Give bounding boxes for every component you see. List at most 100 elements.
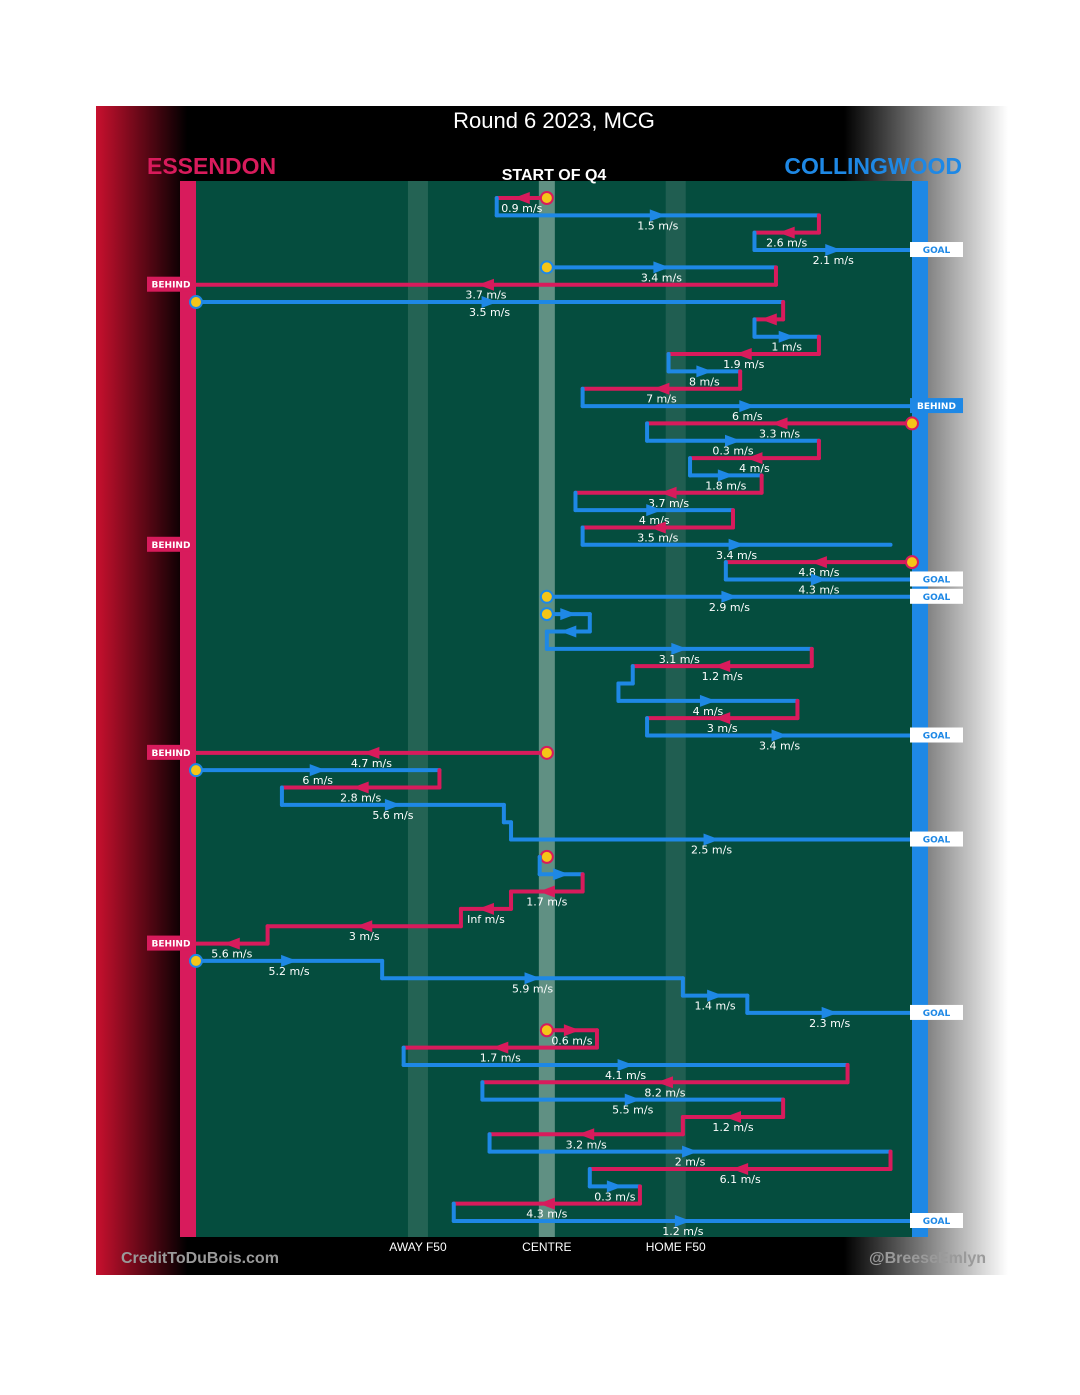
left-goal-line xyxy=(180,181,196,1237)
chain: 1.8 m/s xyxy=(688,456,764,492)
ball-marker xyxy=(905,416,919,431)
chain: 4.8 m/s xyxy=(723,555,919,579)
speed-label: 2 m/s xyxy=(675,1156,706,1169)
chain-arrow xyxy=(671,642,688,655)
chain-arrow xyxy=(653,382,670,395)
ball-marker xyxy=(539,607,554,622)
chain: 0.3 m/s xyxy=(587,1166,642,1203)
chain-arrow xyxy=(739,400,756,413)
x-tick-label: HOME F50 xyxy=(646,1240,706,1254)
chain-arrow xyxy=(384,798,401,811)
speed-label: 4.3 m/s xyxy=(798,583,839,596)
chain-arrow xyxy=(660,486,677,499)
chain: 3.7 m/s BEHIND xyxy=(147,265,778,302)
chain-arrow xyxy=(363,746,380,759)
away-f50-band xyxy=(407,181,428,1237)
chart-title: Round 6 2023, MCG xyxy=(453,108,655,133)
chain-arrow xyxy=(624,1093,641,1106)
speed-label: 7 m/s xyxy=(646,393,677,406)
field-lines xyxy=(180,181,928,1237)
speed-label: 1.2 m/s xyxy=(702,670,743,683)
chain-arrow xyxy=(481,296,498,309)
left-team-label: ESSENDON xyxy=(147,153,276,179)
speed-label: 1.7 m/s xyxy=(526,896,567,909)
result-label: GOAL xyxy=(923,836,951,846)
chain: 3 m/s xyxy=(645,698,800,735)
chain: 4.3 m/s xyxy=(451,1184,642,1221)
speed-label: 4.1 m/s xyxy=(605,1069,646,1082)
speed-label: 5.6 m/s xyxy=(372,809,413,822)
chain: 3.1 m/s xyxy=(544,629,814,666)
result-label: BEHIND xyxy=(152,281,191,291)
chain-arrow xyxy=(810,573,827,586)
chain-arrow xyxy=(560,625,577,638)
chain-arrow xyxy=(649,209,666,222)
chain-arrow xyxy=(563,1024,580,1037)
result-tag xyxy=(910,1004,963,1020)
credit-right: @BreeseEmlyn xyxy=(869,1250,986,1267)
speed-label: 3 m/s xyxy=(349,930,380,943)
chain xyxy=(539,607,592,622)
chain-arrow xyxy=(760,313,777,326)
speed-label: 8 m/s xyxy=(689,375,720,388)
chain-arrow xyxy=(699,694,716,707)
chain-arrow xyxy=(617,1058,634,1071)
chain: 3.4 m/s GOAL xyxy=(645,716,963,753)
chain-arrow xyxy=(653,261,670,274)
chain: 2.3 m/s GOAL xyxy=(745,993,963,1030)
chain-arrow xyxy=(703,833,720,846)
speed-label: 2.5 m/s xyxy=(691,844,732,857)
speed-label: 3.5 m/s xyxy=(469,306,510,319)
result-label: GOAL xyxy=(923,575,951,585)
speed-label: 0.9 m/s xyxy=(501,202,542,215)
chain-arrow xyxy=(714,712,731,725)
speed-label: 2.6 m/s xyxy=(766,237,807,250)
speed-label: 3.7 m/s xyxy=(648,497,689,510)
chain-arrow xyxy=(696,365,713,378)
chain: 0.6 m/s xyxy=(539,1023,599,1047)
chain-arrow xyxy=(717,469,734,482)
chain: 2 m/s xyxy=(487,1132,893,1169)
ball-marker xyxy=(539,589,554,604)
chain: 3.2 m/s xyxy=(487,1114,685,1151)
speed-label: 2.9 m/s xyxy=(709,601,750,614)
chain-arrow xyxy=(352,781,369,794)
chain-arrow xyxy=(732,1162,749,1175)
x-axis-ticks: AWAY F50 CENTRE HOME F50 xyxy=(389,1240,706,1254)
chain: 5.9 m/s xyxy=(380,958,685,995)
speed-label: 0.6 m/s xyxy=(551,1034,592,1047)
chain-arrow xyxy=(309,764,326,777)
result-label: GOAL xyxy=(923,1217,951,1227)
chain: 3.7 m/s xyxy=(573,473,764,510)
chain-arrow xyxy=(725,434,741,447)
chain xyxy=(616,664,635,686)
chain-arrow xyxy=(606,1180,623,1193)
ball-marker xyxy=(189,295,203,310)
chain-arrow xyxy=(649,521,666,534)
ball-marker xyxy=(539,191,554,205)
speed-label: 5.9 m/s xyxy=(512,982,553,995)
chain-arrow xyxy=(821,1006,838,1019)
speed-label: 2.8 m/s xyxy=(340,792,381,805)
speed-label: 3.4 m/s xyxy=(716,549,757,562)
speed-label: 1.5 m/s xyxy=(637,219,678,232)
ball-marker xyxy=(905,555,919,570)
chain-arrow xyxy=(682,1145,699,1158)
ball-marker xyxy=(539,260,554,275)
chain: 3.5 m/s xyxy=(189,295,786,319)
speed-label: 4 m/s xyxy=(739,462,770,475)
chain-arrow xyxy=(674,1215,691,1227)
chain xyxy=(544,612,592,638)
chain: 8.2 m/s xyxy=(480,1062,850,1099)
chain: 1.2 m/s xyxy=(680,1097,786,1134)
speed-label: 4.3 m/s xyxy=(526,1208,567,1221)
centre-band xyxy=(538,181,555,1237)
chain: 8 m/s xyxy=(666,352,743,388)
speed-label: 1.2 m/s xyxy=(712,1121,753,1134)
result-tag xyxy=(910,727,963,743)
result-label: GOAL xyxy=(923,246,951,256)
chain-arrow xyxy=(707,989,724,1002)
chain-arrow xyxy=(735,348,752,361)
